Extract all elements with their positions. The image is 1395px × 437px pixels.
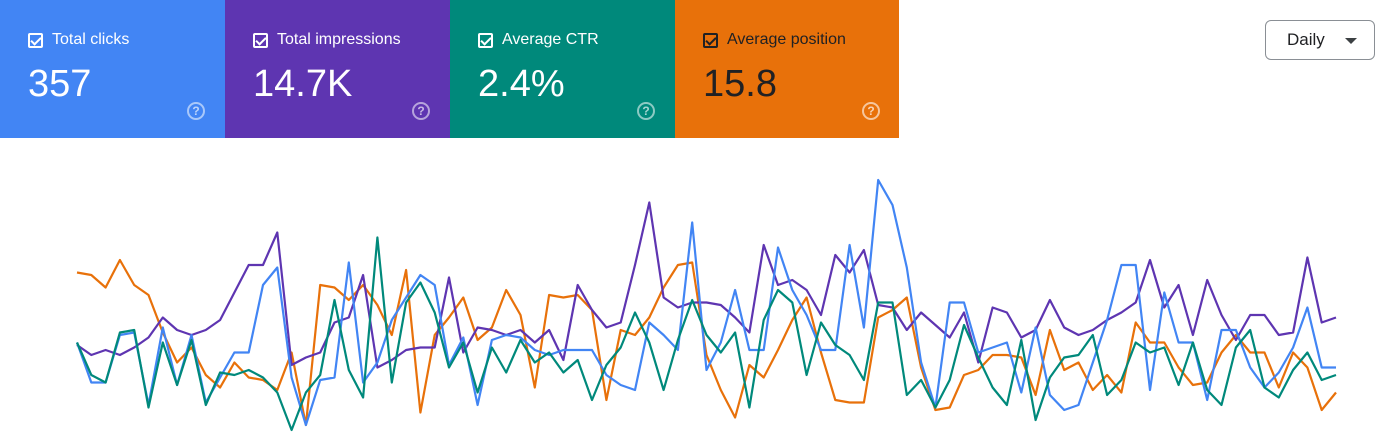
checkbox-checked-icon[interactable]	[703, 32, 718, 48]
help-icon[interactable]: ?	[412, 102, 430, 120]
card-label: Average position	[727, 31, 846, 48]
series-line-clicks	[75, 178, 1336, 427]
granularity-label: Daily	[1287, 30, 1325, 49]
metric-cards: Total clicks 357 ? Total impressions 14.…	[0, 0, 899, 138]
card-total-clicks[interactable]: Total clicks 357 ?	[0, 0, 225, 138]
card-header: Average position	[703, 31, 846, 49]
card-total-impressions[interactable]: Total impressions 14.7K ?	[225, 0, 450, 138]
series-line-ctr	[75, 236, 1337, 432]
card-label: Average CTR	[502, 31, 599, 48]
card-header: Average CTR	[478, 31, 599, 49]
checkbox-checked-icon[interactable]	[28, 32, 43, 48]
series-line-position	[76, 258, 1337, 427]
checkbox-checked-icon[interactable]	[478, 32, 493, 48]
card-label: Total impressions	[277, 31, 401, 48]
card-label: Total clicks	[52, 31, 130, 48]
card-value: 15.8	[703, 63, 777, 105]
checkbox-checked-icon[interactable]	[253, 32, 268, 48]
help-icon[interactable]: ?	[862, 102, 880, 120]
performance-line-chart	[75, 178, 1337, 432]
card-average-position[interactable]: Average position 15.8 ?	[675, 0, 899, 138]
help-icon[interactable]: ?	[637, 102, 655, 120]
card-value: 2.4%	[478, 63, 565, 105]
card-header: Total clicks	[28, 31, 129, 49]
chevron-down-icon	[1345, 38, 1357, 44]
granularity-dropdown[interactable]: Daily	[1265, 20, 1375, 60]
card-value: 357	[28, 63, 92, 105]
series-line-impressions	[76, 201, 1337, 369]
help-icon[interactable]: ?	[187, 102, 205, 120]
card-average-ctr[interactable]: Average CTR 2.4% ?	[450, 0, 675, 138]
card-header: Total impressions	[253, 31, 401, 49]
card-value: 14.7K	[253, 63, 353, 105]
